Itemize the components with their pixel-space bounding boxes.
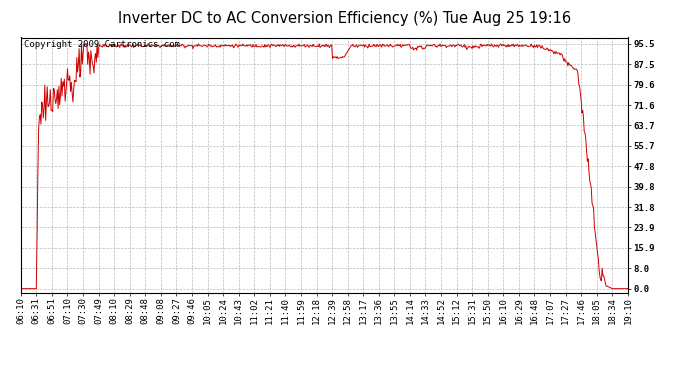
Text: Inverter DC to AC Conversion Efficiency (%) Tue Aug 25 19:16: Inverter DC to AC Conversion Efficiency …: [119, 11, 571, 26]
Text: Copyright 2009 Cartronics.com: Copyright 2009 Cartronics.com: [23, 40, 179, 49]
